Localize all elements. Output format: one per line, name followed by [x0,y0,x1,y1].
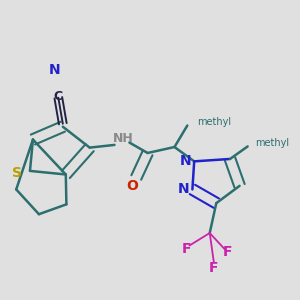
Text: F: F [209,261,219,275]
Text: N: N [178,182,189,196]
Text: N: N [49,63,61,77]
Text: F: F [182,242,191,256]
Text: S: S [11,166,22,180]
Text: C: C [53,90,63,103]
Text: methyl: methyl [197,117,231,127]
Text: O: O [126,179,138,193]
Text: NH: NH [113,132,134,145]
Text: methyl: methyl [255,137,289,148]
Text: N: N [179,154,191,168]
Text: F: F [223,245,232,259]
